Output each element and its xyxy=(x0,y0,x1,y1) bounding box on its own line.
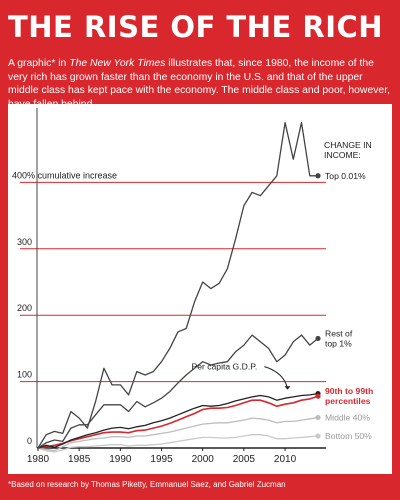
series-line-middle-40- xyxy=(37,416,319,452)
y-tick-label-300: 300 xyxy=(17,237,32,247)
x-tick-label-2010: 2010 xyxy=(274,454,297,465)
footnote: *Based on research by Thomas Piketty, Em… xyxy=(8,480,286,489)
x-tick-label-1990: 1990 xyxy=(109,454,132,465)
page-title: THE RISE OF THE RICH xyxy=(8,10,384,44)
gdp-arrow xyxy=(264,366,289,389)
y-tick-label-200: 200 xyxy=(17,303,32,313)
gdp-arrowhead xyxy=(284,386,291,390)
chart-panel: 0 100 200 300 400% cumulative increase 1980 19… xyxy=(8,104,392,474)
intro-source: The New York Times xyxy=(69,58,166,69)
x-tick-label-1995: 1995 xyxy=(150,454,173,465)
series-label-90th-to-99th-percentiles-line-1: 90th to 99th xyxy=(325,386,373,396)
series-line-90th-to-99th-percentiles xyxy=(37,395,319,449)
series-label-rest-of-top-1--line-1: Rest of xyxy=(325,328,353,338)
x-tick-label-2000: 2000 xyxy=(192,454,215,465)
y-tick-label-400: 400% cumulative increase xyxy=(12,170,117,180)
x-tick-label-1985: 1985 xyxy=(68,454,91,465)
series-dot-middle-40- xyxy=(315,414,321,421)
series-line-rest-of-top-1- xyxy=(37,334,319,449)
series-label-per-capita-g-d-p-: Per capita G.D.P. xyxy=(191,362,257,372)
series-dot-rest-of-top-1- xyxy=(315,335,321,342)
x-tick-label-2005: 2005 xyxy=(233,454,256,465)
legend-title-line-2: INCOME: xyxy=(324,150,361,160)
series-label-bottom-50-: Bottom 50% xyxy=(325,431,372,441)
intro-part-1: A graphic* in xyxy=(8,58,70,69)
series-label-middle-40-: Middle 40% xyxy=(325,412,370,422)
legend-title-line-1: CHANGE IN xyxy=(324,140,372,150)
series-line-top-0-01- xyxy=(37,121,318,449)
x-tick-label-1980: 1980 xyxy=(27,454,50,465)
y-tick-label-0: 0 xyxy=(27,436,32,446)
series-label-rest-of-top-1--line-2: top 1% xyxy=(325,338,352,348)
series-dot-90th-to-99th-percentiles xyxy=(315,393,321,399)
y-tick-label-100: 100 xyxy=(17,370,32,380)
income-chart: 0 100 200 300 400% cumulative increase 1980 19… xyxy=(12,108,373,465)
series-label-90th-to-99th-percentiles-line-2: percentiles xyxy=(325,396,371,406)
series-line-per-capita-g-d-p- xyxy=(37,392,319,449)
series-label-top-0-01-: Top 0.01% xyxy=(325,171,366,181)
series-line-bottom-50- xyxy=(37,434,319,453)
series-dot-bottom-50- xyxy=(315,433,321,439)
series-dot-top-0-01- xyxy=(315,173,321,179)
